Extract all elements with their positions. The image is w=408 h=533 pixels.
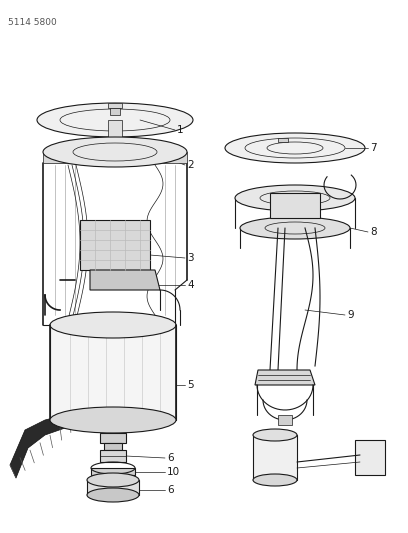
Text: 1: 1 bbox=[177, 125, 184, 135]
Ellipse shape bbox=[87, 473, 139, 487]
Polygon shape bbox=[90, 270, 160, 290]
Polygon shape bbox=[253, 435, 297, 480]
Text: 6: 6 bbox=[167, 453, 174, 463]
Polygon shape bbox=[50, 325, 176, 420]
Ellipse shape bbox=[240, 217, 350, 239]
Polygon shape bbox=[10, 413, 80, 478]
Text: 10: 10 bbox=[167, 467, 180, 477]
Polygon shape bbox=[104, 443, 122, 450]
Text: 7: 7 bbox=[370, 143, 377, 153]
Polygon shape bbox=[278, 415, 292, 425]
Polygon shape bbox=[255, 370, 315, 385]
Ellipse shape bbox=[253, 429, 297, 441]
Text: 5114 5800: 5114 5800 bbox=[8, 18, 57, 27]
Polygon shape bbox=[91, 468, 135, 475]
Polygon shape bbox=[270, 193, 320, 218]
Polygon shape bbox=[80, 220, 150, 270]
Ellipse shape bbox=[37, 103, 193, 137]
Polygon shape bbox=[100, 450, 126, 462]
Text: 2: 2 bbox=[187, 160, 194, 170]
Ellipse shape bbox=[235, 185, 355, 211]
Polygon shape bbox=[110, 108, 120, 115]
Ellipse shape bbox=[225, 133, 365, 163]
Polygon shape bbox=[355, 440, 385, 475]
Text: 3: 3 bbox=[187, 253, 194, 263]
Ellipse shape bbox=[50, 312, 176, 338]
Text: 9: 9 bbox=[347, 310, 354, 320]
Polygon shape bbox=[43, 152, 187, 163]
Text: 6: 6 bbox=[167, 485, 174, 495]
Ellipse shape bbox=[253, 474, 297, 486]
Polygon shape bbox=[108, 103, 122, 108]
Ellipse shape bbox=[43, 137, 187, 167]
Text: 8: 8 bbox=[370, 227, 377, 237]
Ellipse shape bbox=[50, 407, 176, 433]
Polygon shape bbox=[87, 480, 139, 495]
Polygon shape bbox=[278, 138, 288, 142]
Text: 5: 5 bbox=[187, 380, 194, 390]
Polygon shape bbox=[100, 433, 126, 443]
Ellipse shape bbox=[87, 488, 139, 502]
Text: 4: 4 bbox=[187, 280, 194, 290]
Polygon shape bbox=[108, 120, 122, 145]
